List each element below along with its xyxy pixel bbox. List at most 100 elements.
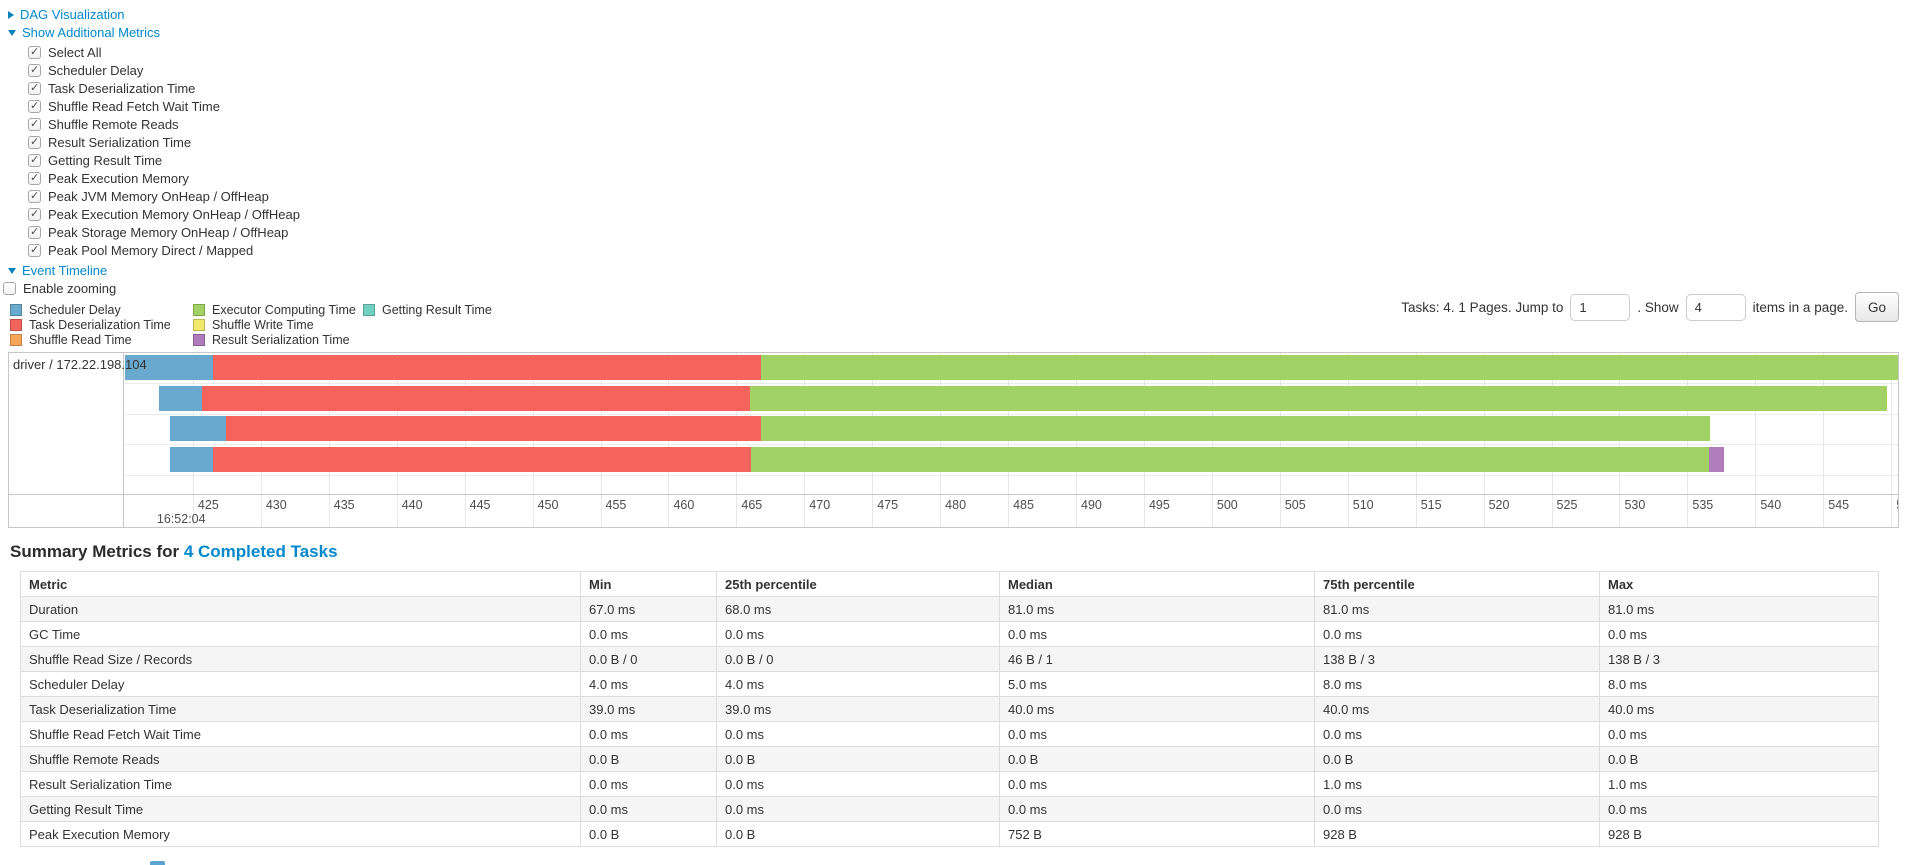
checkbox-icon[interactable] [28,243,41,257]
table-cell: 0.0 ms [716,771,1000,797]
legend-item-task-deserialization: Task Deserialization Time [10,318,193,332]
checkbox-label: Select All [48,45,102,60]
table-cell: Scheduler Delay [20,671,581,697]
metric-checkbox-peak-execution-memory-onheap-offheap[interactable]: Peak Execution Memory OnHeap / OffHeap [28,206,300,223]
shuffle-read-swatch-icon [10,333,22,346]
checkbox-icon[interactable] [28,135,41,149]
metric-checkbox-task-deserialization-time[interactable]: Task Deserialization Time [28,80,195,97]
dag-visualization-label: DAG Visualization [20,7,125,22]
task-bar-0[interactable] [125,355,1898,380]
items-per-page-text: items in a page. [1752,299,1848,315]
timeline-legend: Scheduler Delay Task Deserialization Time… [10,302,492,347]
table-cell: 928 B [1314,821,1600,847]
checkbox-icon[interactable] [28,117,41,131]
metric-checkbox-shuffle-remote-reads[interactable]: Shuffle Remote Reads [28,116,179,133]
metric-checkbox-peak-pool-memory-direct-mapped[interactable]: Peak Pool Memory Direct / Mapped [28,242,253,259]
task-segment-task-deserialization[interactable] [225,416,761,441]
timeline-tick-label: 445 [469,498,491,512]
task-bar-2[interactable] [169,416,1711,441]
table-row: Shuffle Read Fetch Wait Time 0.0 ms 0.0 ms… [20,721,1879,747]
column-header: Min [580,571,717,597]
legend-column: Getting Result Time [363,303,492,346]
metric-checkbox-scheduler-delay[interactable]: Scheduler Delay [28,62,143,79]
table-cell: Result Serialization Time [20,771,581,797]
summary-heading-text: Summary Metrics for [10,542,184,561]
task-segment-task-deserialization[interactable] [213,355,761,380]
task-segment-scheduler-delay[interactable] [158,386,203,411]
table-cell: 0.0 ms [580,771,717,797]
completed-tasks-link[interactable]: 4 Completed Tasks [183,542,338,561]
checkbox-icon[interactable] [28,45,41,59]
items-per-page-input[interactable] [1685,293,1746,321]
table-cell: 1.0 ms [1599,771,1879,797]
table-cell: Duration [20,596,581,622]
metric-checkbox-peak-storage-memory-onheap-offheap[interactable]: Peak Storage Memory OnHeap / OffHeap [28,224,288,241]
timeline-tick-label: 435 [333,498,355,512]
task-segment-task-deserialization[interactable] [202,386,750,411]
checkbox-icon[interactable] [28,81,41,95]
task-segment-executor-computing[interactable] [760,416,1711,441]
table-cell: 138 B / 3 [1314,646,1600,672]
legend-label: Result Serialization Time [212,332,350,347]
metric-checkbox-getting-result-time[interactable]: Getting Result Time [28,152,162,169]
timeline-axis-line [9,494,1898,495]
checkbox-icon[interactable] [3,282,16,295]
checkbox-icon[interactable] [28,207,41,221]
metric-checkbox-peak-jvm-memory-onheap-offheap[interactable]: Peak JVM Memory OnHeap / OffHeap [28,188,269,205]
task-segment-scheduler-delay[interactable] [169,447,214,472]
task-segment-executor-computing[interactable] [749,386,1888,411]
task-bar-1[interactable] [158,386,1888,411]
task-segment-task-deserialization[interactable] [213,447,752,472]
legend-label: Shuffle Write Time [212,317,314,332]
checkbox-icon[interactable] [28,189,41,203]
checkbox-icon[interactable] [28,153,41,167]
column-header: Median [999,571,1315,597]
timeline-tick-label: 510 [1352,498,1374,512]
metric-checkbox-select-all[interactable]: Select All [28,44,101,61]
task-segment-scheduler-delay[interactable] [125,355,214,380]
legend-label: Getting Result Time [382,302,492,317]
checkbox-label: Peak Pool Memory Direct / Mapped [48,243,254,258]
table-cell: 0.0 B [1599,746,1879,772]
checkbox-label: Result Serialization Time [48,135,192,150]
show-additional-metrics-label: Show Additional Metrics [22,25,161,40]
chevron-down-icon [8,267,16,274]
timeline-tick-label: 495 [1148,498,1170,512]
jump-to-page-input[interactable] [1570,293,1631,321]
table-cell: 46 B / 1 [999,646,1315,672]
table-cell: 0.0 ms [716,621,1000,647]
task-bar-3[interactable] [169,447,1725,472]
task-segment-result-serialization[interactable] [1709,447,1725,472]
metric-checkbox-result-serialization-time[interactable]: Result Serialization Time [28,134,191,151]
getting-result-swatch-icon [363,303,375,316]
go-button[interactable]: Go [1854,292,1899,322]
table-cell: Task Deserialization Time [20,696,581,722]
dag-visualization-toggle[interactable]: DAG Visualization [8,6,125,23]
event-timeline-label: Event Timeline [22,263,108,278]
show-additional-metrics-toggle[interactable]: Show Additional Metrics [8,24,160,41]
metric-checkbox-peak-execution-memory[interactable]: Peak Execution Memory [28,170,189,187]
event-timeline-chart[interactable]: 425 430 435 440 445 450 455 460 465 470 475 480 485 4… [8,352,1899,528]
table-cell: Getting Result Time [20,796,581,822]
checkbox-label: Peak JVM Memory OnHeap / OffHeap [48,189,269,204]
checkbox-icon[interactable] [28,171,41,185]
checkbox-icon[interactable] [28,99,41,113]
timeline-plot-area[interactable]: 425 430 435 440 445 450 455 460 465 470 475 480 485 4… [125,353,1898,527]
timeline-tick-label: 530 [1624,498,1646,512]
task-segment-executor-computing[interactable] [760,355,1898,380]
checkbox-icon[interactable] [28,225,41,239]
metric-checkbox-shuffle-read-fetch-wait-time[interactable]: Shuffle Read Fetch Wait Time [28,98,220,115]
table-cell: 8.0 ms [1599,671,1879,697]
timeline-vgrid-line [1823,353,1825,527]
table-cell: 0.0 ms [999,796,1315,822]
task-segment-executor-computing[interactable] [751,447,1710,472]
task-segment-scheduler-delay[interactable] [169,416,226,441]
legend-column: Scheduler Delay Task Deserialization Time… [10,303,193,347]
checkbox-label: Peak Execution Memory OnHeap / OffHeap [48,207,300,222]
legend-label: Executor Computing Time [212,302,356,317]
event-timeline-toggle[interactable]: Event Timeline [8,262,107,279]
enable-zooming-checkbox[interactable]: Enable zooming [3,280,116,297]
checkbox-icon[interactable] [28,63,41,77]
table-cell: 81.0 ms [1599,596,1879,622]
table-cell: 0.0 ms [1599,796,1879,822]
